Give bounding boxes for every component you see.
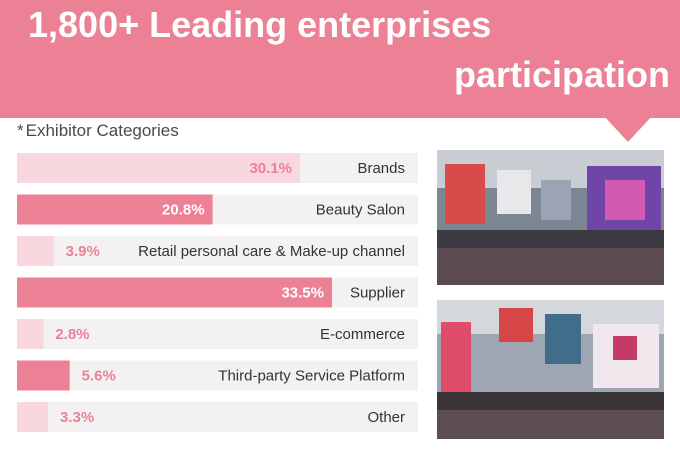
bar-value-label: 5.6% [82, 368, 116, 385]
bar [17, 402, 49, 432]
bar-category-label: Third-party Service Platform [218, 368, 405, 385]
exhibitor-category-chart: 30.1% Brands 20.8% Beauty Salon 3.9% Retail p… [17, 153, 418, 432]
bar-category-label: Brands [357, 160, 405, 177]
bar-category-label: Supplier [350, 285, 405, 302]
banner-pointer [604, 116, 652, 142]
bar-value-label: 33.5% [281, 285, 324, 302]
exhibition-hall-photo-2 [437, 300, 664, 439]
exhibition-hall-photo-1 [437, 150, 664, 285]
headline-line-1: 1,800+ Leading enterprises [28, 4, 492, 45]
bar-value-label: 3.9% [66, 243, 100, 260]
bar [17, 277, 332, 308]
bar-category-label: Retail personal care & Make-up channel [138, 243, 405, 260]
bar-value-label: 2.8% [55, 326, 89, 343]
bar-track [17, 402, 418, 432]
section-title: * Exhibitor Categories [17, 121, 179, 141]
bar [17, 236, 54, 266]
bar-value-label: 30.1% [249, 160, 292, 177]
bar-category-label: E-commerce [320, 326, 405, 343]
bar-value-label: 3.3% [60, 409, 94, 426]
header-banner [0, 0, 680, 118]
bar [17, 194, 213, 225]
bar [17, 153, 301, 183]
section-title-text: Exhibitor Categories [25, 121, 179, 140]
headline-line-2: participation [453, 54, 670, 95]
bar-value-label: 20.8% [162, 202, 205, 219]
bar-track [17, 319, 418, 349]
bar [17, 319, 44, 349]
bar [17, 360, 70, 391]
bar-category-label: Other [367, 409, 405, 426]
exhibition-hall-photo [437, 300, 664, 439]
asterisk-icon: * [17, 121, 24, 140]
bar-track [17, 360, 418, 391]
exhibition-hall-photo [437, 150, 664, 285]
bar-track [17, 236, 418, 266]
bar-category-label: Beauty Salon [316, 202, 405, 219]
